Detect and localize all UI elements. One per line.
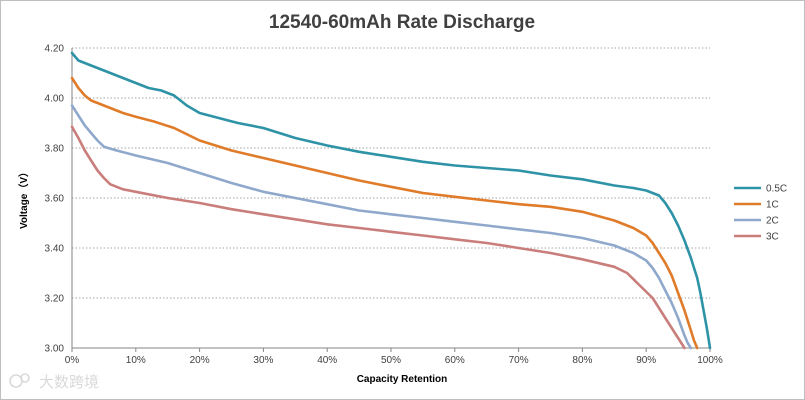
x-tick-label: 80%: [572, 355, 592, 366]
y-tick-labels: 3.00 3.20 3.40 3.60 3.80 4.00 4.20: [45, 44, 65, 355]
y-tick-label: 4.20: [45, 44, 65, 55]
x-tick-label: 40%: [317, 355, 337, 366]
legend-label: 1C: [766, 200, 779, 211]
x-tick-label: 100%: [697, 355, 723, 366]
x-tick-label: 90%: [636, 355, 656, 366]
y-tick-label: 3.40: [45, 244, 65, 255]
series-line-0_5C: [70, 51, 712, 350]
chart-title: 12540-60mAh Rate Discharge: [269, 12, 535, 33]
gridlines: [72, 47, 710, 299]
y-tick-label: 4.00: [45, 94, 65, 105]
watermark-text: 大数跨境: [39, 373, 99, 391]
x-tick-label: 20%: [190, 355, 210, 366]
legend-label: 0.5C: [766, 184, 787, 195]
legend: 0.5C 1C 2C 3C: [734, 184, 787, 243]
y-axis-label: Voltage（V）: [17, 167, 30, 229]
series-line-2C: [70, 104, 693, 350]
series-line-1C: [70, 76, 699, 350]
y-tick-label: 3.20: [45, 294, 65, 305]
x-tick-label: 10%: [126, 355, 146, 366]
y-tick-label: 3.80: [45, 144, 65, 155]
axes: [71, 48, 711, 352]
x-tick-label: 30%: [253, 355, 273, 366]
x-tick-labels: 0% 10% 20% 30% 40% 50% 60% 70% 80% 90% 100%: [65, 355, 723, 366]
series-lines: [70, 51, 712, 350]
x-tick-label: 0%: [65, 355, 80, 366]
series-line-3C: [70, 125, 686, 350]
legend-label: 2C: [766, 216, 779, 227]
legend-label: 3C: [766, 232, 779, 243]
watermark: 大数跨境: [9, 373, 99, 391]
x-axis-label: Capacity Retention: [357, 374, 448, 385]
x-tick-label: 70%: [509, 355, 529, 366]
y-tick-label: 3.00: [45, 344, 65, 355]
logo-icon: [9, 373, 30, 388]
y-tick-label: 3.60: [45, 194, 65, 205]
x-tick-label: 50%: [381, 355, 401, 366]
x-tick-label: 60%: [445, 355, 465, 366]
